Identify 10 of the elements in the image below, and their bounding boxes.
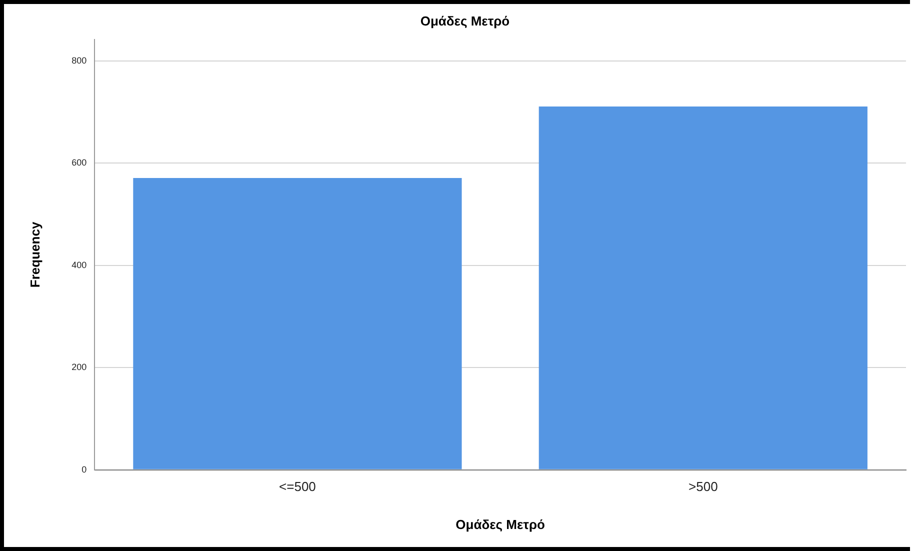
x-tick-label: >500 — [688, 479, 718, 494]
y-tick-label: 600 — [72, 158, 87, 168]
x-axis-title: Ομάδες Μετρό — [456, 516, 545, 532]
chart-title: Ομάδες Μετρό — [420, 13, 510, 28]
y-tick-label: 0 — [82, 464, 87, 474]
y-tick-label: 200 — [72, 362, 87, 372]
y-tick-label: 800 — [72, 56, 87, 66]
x-tick-label: <=500 — [279, 479, 316, 494]
y-tick-label: 400 — [72, 260, 87, 270]
y-axis-title: Frequency — [27, 221, 42, 288]
